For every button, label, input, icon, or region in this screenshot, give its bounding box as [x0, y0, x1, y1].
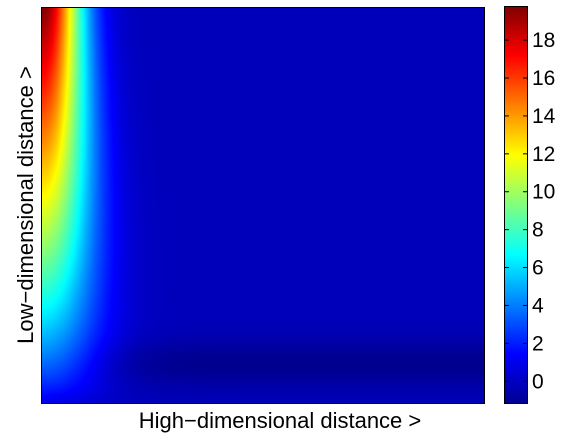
colorbar-ticks: [504, 39, 528, 382]
colorbar-tick-label: 14: [532, 105, 556, 128]
colorbar: 0 2 4 6 8 10 12 14 16 18: [504, 6, 556, 404]
colorbar-tick-label: 10: [532, 181, 555, 204]
colorbar-gradient: [504, 6, 528, 404]
colorbar-tick-label: 0: [532, 370, 544, 393]
colorbar-tick-label: 6: [532, 257, 544, 280]
colorbar-tick-label: 16: [532, 67, 555, 90]
heatmap-surface: [41, 7, 485, 404]
y-axis-label: Low−dimensional distance >: [13, 66, 38, 344]
colorbar-tick-label: 12: [532, 143, 555, 166]
x-axis-label: High−dimensional distance >: [139, 408, 422, 433]
plot-frame: [41, 7, 485, 404]
colorbar-tick-label: 4: [532, 294, 544, 317]
heatmap-plot: [41, 7, 485, 404]
colorbar-tick-label: 18: [532, 29, 555, 52]
colorbar-tick-labels: 0 2 4 6 8 10 12 14 16 18: [532, 29, 556, 393]
colorbar-tick-label: 2: [532, 332, 544, 355]
colorbar-tick-label: 8: [532, 219, 544, 242]
colorbar-frame: [504, 6, 528, 404]
